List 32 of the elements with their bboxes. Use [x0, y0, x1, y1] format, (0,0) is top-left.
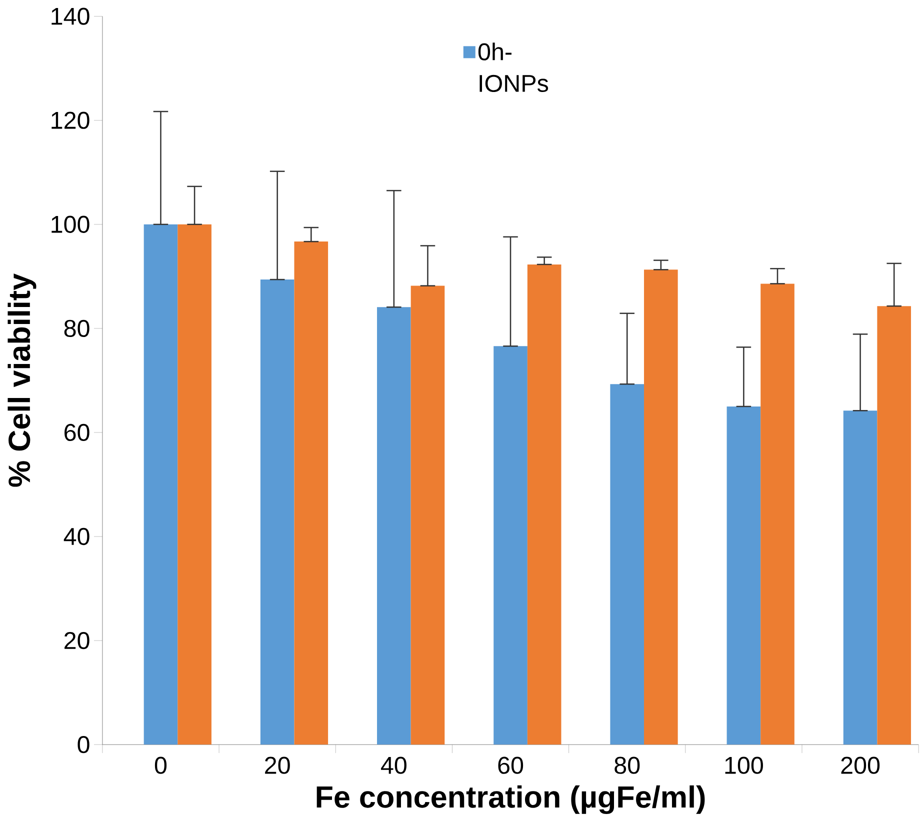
y-tick-label: 80	[64, 320, 90, 338]
x-tick-label: 80	[614, 756, 640, 774]
y-tick-label: 60	[64, 424, 90, 442]
bar	[410, 286, 445, 745]
bar	[294, 242, 328, 745]
x-tick-label: 0	[154, 756, 167, 774]
bar	[178, 224, 212, 745]
legend-label: 0h-IONPs	[478, 42, 548, 92]
y-tick-label: 0	[78, 736, 90, 754]
y-tick-label: 100	[52, 216, 90, 234]
y-tick-label: 140	[52, 8, 90, 26]
bar	[877, 306, 911, 745]
bar	[527, 264, 562, 745]
y-tick-label: 40	[64, 528, 90, 546]
y-tick-label: 120	[52, 112, 90, 130]
bar	[843, 410, 878, 745]
bar	[260, 280, 294, 745]
x-tick-label: 20	[265, 756, 290, 774]
y-axis-title: % Cell viability	[8, 274, 36, 487]
bar	[760, 284, 794, 745]
bar	[494, 346, 528, 745]
bar	[726, 406, 761, 745]
x-tick-label: 100	[725, 756, 763, 774]
bar	[644, 270, 678, 745]
x-tick-label: 40	[380, 756, 406, 774]
x-tick-label: 200	[841, 756, 880, 774]
bar	[377, 307, 411, 745]
bar	[610, 384, 644, 745]
x-axis-title: Fe concentration (µgFe/ml)	[316, 786, 705, 814]
y-tick-label: 20	[64, 632, 90, 650]
bar	[144, 224, 178, 745]
x-tick-label: 60	[498, 756, 524, 774]
